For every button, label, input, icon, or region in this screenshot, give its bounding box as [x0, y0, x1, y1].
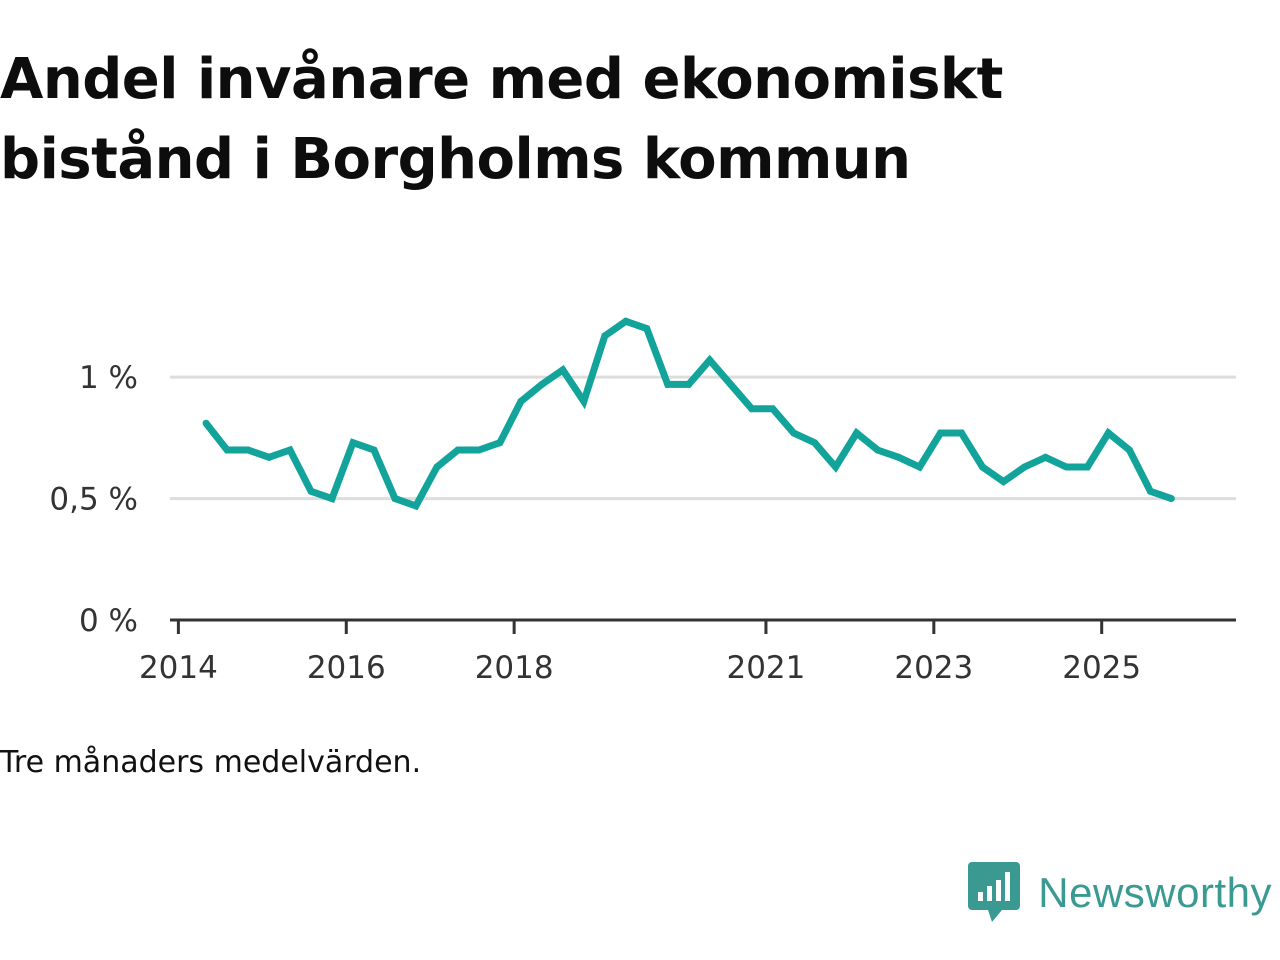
data-point-17 — [559, 366, 567, 374]
data-point-35 — [937, 429, 945, 437]
y-tick-label-2: 1 % — [79, 360, 138, 396]
data-point-36 — [958, 429, 966, 437]
chart-title: Andel invånare med ekonomiskt bistånd i … — [0, 47, 1003, 192]
data-point-40 — [1041, 453, 1049, 461]
data-point-33 — [895, 453, 903, 461]
data-point-24 — [706, 356, 714, 364]
data-point-46 — [1167, 495, 1175, 503]
data-point-14 — [496, 439, 504, 447]
data-point-12 — [454, 446, 462, 454]
data-point-44 — [1125, 446, 1133, 454]
data-point-9 — [391, 495, 399, 503]
data-point-8 — [370, 446, 378, 454]
x-tick-label-2014: 2014 — [139, 650, 218, 686]
data-point-6 — [328, 495, 336, 503]
data-point-15 — [517, 397, 525, 405]
data-point-7 — [349, 439, 357, 447]
data-point-38 — [999, 478, 1007, 486]
x-tick-label-2016: 2016 — [307, 650, 386, 686]
x-tick-label-2021: 2021 — [726, 650, 805, 686]
data-point-34 — [916, 463, 924, 471]
data-point-41 — [1062, 463, 1070, 471]
data-point-23 — [685, 380, 693, 388]
data-point-32 — [874, 446, 882, 454]
data-point-5 — [307, 487, 315, 495]
data-point-39 — [1020, 463, 1028, 471]
data-point-11 — [433, 463, 441, 471]
data-point-13 — [475, 446, 483, 454]
data-point-30 — [832, 463, 840, 471]
series-line-0 — [203, 317, 1173, 511]
data-point-26 — [748, 405, 756, 413]
data-point-0 — [202, 419, 210, 427]
y-tick-label-1: 0,5 % — [49, 482, 138, 518]
x-axis-ticks: 2014 2016 2018 2021 2023 2025 — [139, 620, 1141, 686]
data-point-16 — [538, 380, 546, 388]
x-tick-label-2023: 2023 — [894, 650, 973, 686]
data-point-42 — [1083, 463, 1091, 471]
data-point-18 — [580, 397, 588, 405]
data-point-19 — [601, 332, 609, 340]
data-point-45 — [1146, 487, 1154, 495]
data-point-29 — [811, 439, 819, 447]
line-chart: 0 % 0,5 % 1 % 2014 2016 2018 2021 2023 2025 — [49, 317, 1236, 686]
data-point-37 — [979, 463, 987, 471]
data-point-27 — [769, 405, 777, 413]
y-axis-tick-labels: 0 % 0,5 % 1 % — [49, 360, 138, 639]
data-point-22 — [664, 380, 672, 388]
data-point-31 — [853, 429, 861, 437]
newsworthy-logo-icon — [968, 862, 1021, 922]
x-tick-label-2025: 2025 — [1062, 650, 1141, 686]
data-point-1 — [223, 446, 231, 454]
data-point-20 — [622, 317, 630, 325]
data-point-10 — [412, 502, 420, 510]
x-tick-label-2018: 2018 — [475, 650, 554, 686]
series-layer — [202, 317, 1175, 511]
chart-caption: Tre månaders medelvärden. — [0, 745, 422, 780]
data-point-43 — [1104, 429, 1112, 437]
gridlines — [170, 375, 1236, 501]
y-tick-label-0: 0 % — [79, 603, 138, 639]
newsworthy-logo: Newsworthy — [968, 862, 1272, 924]
data-point-28 — [790, 429, 798, 437]
data-point-21 — [643, 325, 651, 333]
data-point-2 — [244, 446, 252, 454]
data-point-4 — [286, 446, 294, 454]
data-point-25 — [727, 380, 735, 388]
newsworthy-logo-text: Newsworthy — [1038, 869, 1272, 916]
data-point-3 — [265, 453, 273, 461]
